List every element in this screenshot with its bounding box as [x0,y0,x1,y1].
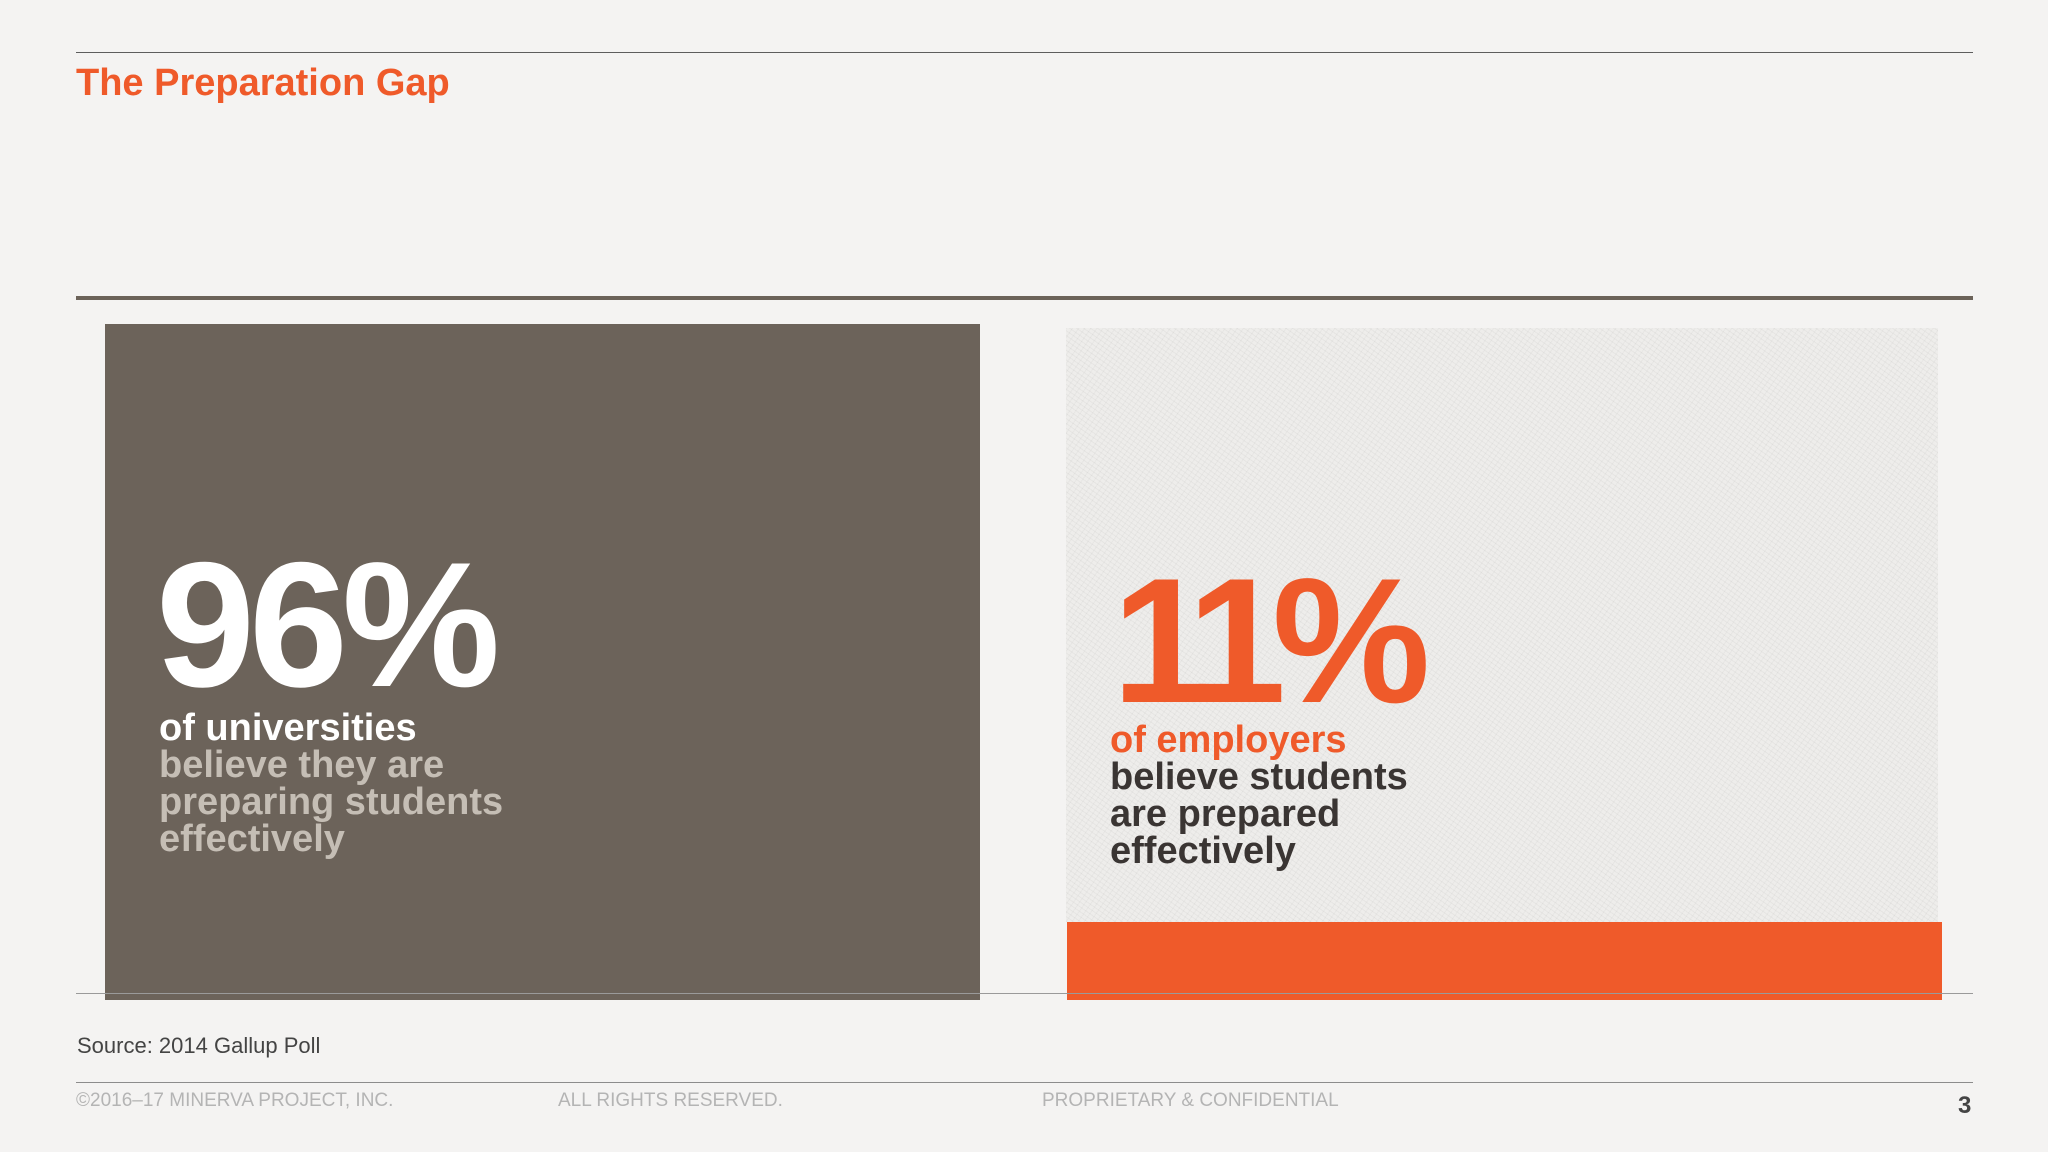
employers-percentage: 11% [1112,541,1430,740]
universities-stat-panel [105,324,980,1000]
universities-description-line: preparing students [159,781,504,823]
employers-description-line: believe students [1110,756,1408,798]
universities-description-line: effectively [159,818,345,860]
employers-stat-panel [1066,328,1938,922]
accent-bar [1067,922,1942,1000]
employers-description: of employers believe students are prepar… [1110,719,1408,872]
footer-divider [76,1082,1973,1083]
section-divider [76,296,1973,300]
employers-description-line: are prepared [1110,793,1341,835]
slide-title: The Preparation Gap [76,62,450,104]
top-divider [76,52,1973,53]
employers-lead-text: of employers [1110,719,1347,761]
universities-description: of universities believe they are prepari… [159,707,504,860]
footer-copyright: ©2016–17 MINERVA PROJECT, INC. [76,1090,394,1111]
universities-percentage: 96% [156,525,500,724]
employers-description-line: effectively [1110,830,1296,872]
baseline-divider [76,993,1973,994]
universities-description-line: believe they are [159,744,445,786]
footer-confidential: PROPRIETARY & CONFIDENTIAL [1042,1090,1339,1111]
source-note: Source: 2014 Gallup Poll [77,1033,321,1058]
page-number: 3 [1958,1092,1972,1119]
footer-rights: ALL RIGHTS RESERVED. [558,1090,783,1111]
universities-lead-text: of universities [159,707,417,749]
